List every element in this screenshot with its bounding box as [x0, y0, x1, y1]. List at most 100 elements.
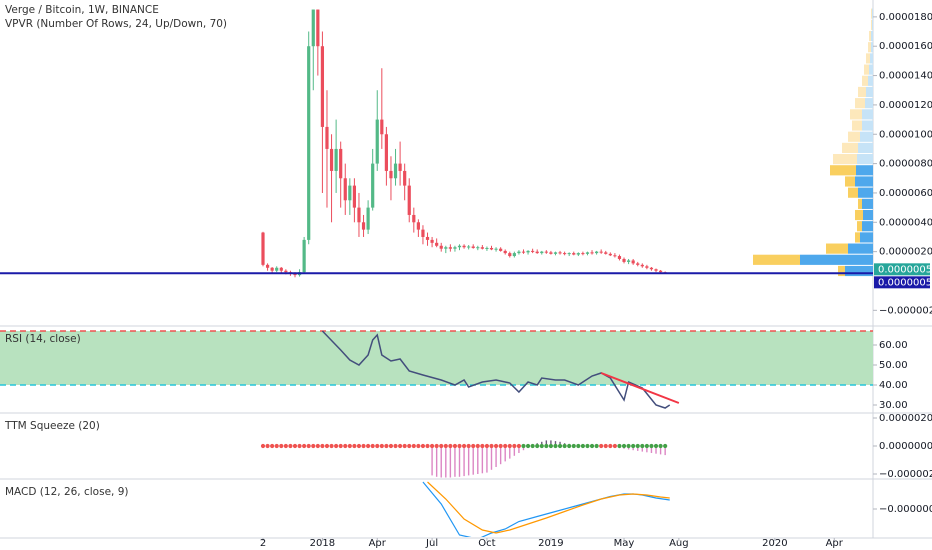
squeeze-dot — [631, 443, 636, 449]
candle-body — [553, 252, 558, 254]
candle-body — [380, 119, 384, 135]
vpvr-up — [856, 165, 873, 176]
squeeze-dot — [525, 443, 531, 449]
x-tick-label: 2018 — [310, 538, 335, 549]
y-tick-label: 30.00 — [879, 400, 908, 411]
squeeze-dot — [489, 443, 494, 449]
squeeze-dot — [589, 443, 595, 449]
pane-title: TTM Squeeze (20) — [4, 420, 100, 432]
candle-body — [654, 269, 658, 271]
vpvr-up — [862, 221, 873, 232]
squeeze-dot — [457, 443, 462, 449]
candle-body — [339, 148, 343, 179]
x-tick-label: Jul — [425, 538, 438, 549]
squeeze-dot — [480, 443, 485, 449]
squeeze-dot — [539, 443, 544, 449]
squeeze-dot — [292, 443, 298, 449]
last-price-box — [874, 263, 930, 276]
candle-body — [471, 246, 475, 248]
candle-body — [485, 247, 489, 249]
vpvr-down — [858, 198, 862, 209]
squeeze-dot — [306, 443, 311, 449]
candle-body — [393, 163, 398, 179]
candle-body — [284, 270, 288, 273]
squeeze-dot — [521, 443, 526, 449]
candle-body — [270, 267, 274, 271]
candle-body — [508, 253, 512, 257]
candle-body — [626, 260, 631, 262]
squeeze-dot — [429, 443, 435, 449]
macd-line — [422, 481, 670, 537]
squeeze-dot — [466, 443, 471, 449]
squeeze-dot — [329, 443, 334, 449]
squeeze-dot — [516, 443, 522, 449]
squeeze-dot — [562, 443, 567, 449]
squeeze-dot — [352, 443, 357, 449]
rsi-line — [321, 330, 671, 409]
vpvr-down — [852, 120, 862, 131]
vpvr-up — [848, 243, 873, 254]
squeeze-dot — [270, 443, 275, 449]
vpvr-up — [866, 86, 873, 98]
vpvr-down — [842, 142, 858, 154]
candle-body — [558, 252, 562, 254]
squeeze-dot — [626, 443, 631, 449]
candle-body — [599, 251, 603, 253]
vpvr-up — [871, 30, 873, 42]
candle-body — [371, 163, 375, 208]
pane-title: RSI (14, close) — [5, 333, 81, 345]
squeeze-dot — [649, 443, 654, 449]
vpvr-up — [862, 198, 873, 209]
vpvr-down — [850, 109, 862, 120]
candle-body — [467, 246, 471, 248]
vpvr-down — [833, 154, 857, 165]
candle-body — [357, 207, 361, 223]
candle-body — [389, 170, 393, 179]
vpvr-down — [862, 75, 868, 86]
squeeze-dot — [567, 443, 572, 449]
candle-body — [640, 264, 644, 267]
rsi-band-fill — [0, 331, 873, 385]
candle-body — [480, 247, 484, 249]
vpvr-down — [848, 187, 858, 198]
vpvr-down — [858, 86, 866, 98]
x-tick-label: Apr — [826, 538, 844, 549]
candle-body — [435, 242, 439, 246]
candle-body — [316, 9, 320, 47]
x-tick-label: Oct — [478, 538, 495, 549]
chart-title: Verge / Bitcoin, 1W, BINANCE — [5, 4, 159, 16]
vpvr-up — [860, 131, 873, 142]
vpvr-up — [858, 142, 873, 154]
squeeze-dot — [553, 443, 558, 449]
candle-body — [302, 239, 306, 273]
candle-body — [622, 258, 626, 262]
vpvr-down — [866, 53, 870, 64]
y-tick-label: 0.00000000 — [879, 441, 932, 452]
candle-body — [645, 266, 649, 268]
candle-body — [421, 229, 425, 237]
vpvr-down — [830, 165, 856, 176]
squeeze-dot — [297, 443, 302, 449]
squeeze-dot — [411, 443, 416, 449]
candle-body — [608, 253, 612, 256]
candle-body — [457, 245, 462, 248]
vpvr-down — [855, 209, 863, 221]
squeeze-dot — [493, 443, 499, 449]
candle-body — [279, 267, 283, 271]
candle-body — [439, 245, 443, 249]
squeeze-dot — [361, 443, 366, 449]
candle-body — [531, 250, 535, 252]
squeeze-dot — [315, 443, 320, 449]
candle-body — [581, 253, 585, 255]
candle-body — [517, 251, 521, 254]
squeeze-dot — [603, 443, 608, 449]
candle-body — [416, 222, 420, 230]
squeeze-dot — [393, 443, 398, 449]
